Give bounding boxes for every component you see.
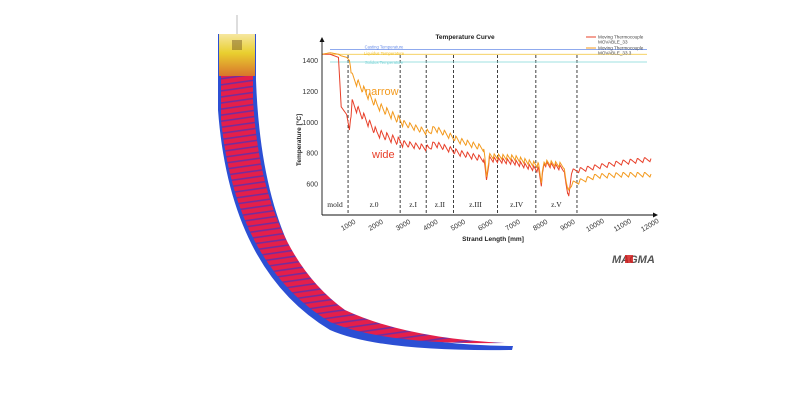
- x-tick-label: 5000: [450, 219, 467, 233]
- zone-label: z.II: [435, 200, 446, 209]
- y-tick-label: 1200: [302, 89, 318, 96]
- logo-text: MAGMA: [612, 254, 655, 266]
- series-annotation: wide: [371, 149, 395, 161]
- zone-group: mold z.0 z.I z.II z.III z.IV z.V: [327, 55, 578, 215]
- y-axis-arrow: [319, 37, 325, 42]
- x-tick-label: 8000: [532, 219, 549, 233]
- zone-label: z.IV: [510, 200, 524, 209]
- reference-line-label: Casting Temperature: [365, 45, 404, 50]
- series-group: [321, 52, 652, 197]
- y-tick-label: 1000: [302, 120, 318, 127]
- series-line: [321, 52, 652, 192]
- zone-label: z.III: [469, 200, 482, 209]
- x-axis-arrow: [653, 212, 658, 218]
- axes: [319, 37, 658, 218]
- chart-title: Temperature Curve: [435, 34, 495, 41]
- x-tick-label: 10000: [585, 218, 605, 234]
- x-tick-label: 9000: [560, 219, 577, 233]
- x-tick-label: 3000: [395, 219, 412, 233]
- strand-body: [221, 70, 505, 344]
- legend-label-id: MOVABLE_33: [598, 40, 628, 45]
- y-tick-label: 800: [306, 151, 318, 158]
- x-tick-label: 12000: [640, 218, 660, 234]
- x-tick-label: 4000: [422, 219, 439, 233]
- legend-label: Moving Thermocouple: [598, 35, 644, 40]
- y-axis-title: Temperature [°C]: [295, 114, 303, 166]
- zone-label: z.V: [551, 200, 562, 209]
- reference-line-label: Solidus Temperature: [365, 60, 404, 65]
- y-tick-label: 1400: [302, 58, 318, 65]
- legend-label: Moving Thermocouple: [598, 46, 644, 51]
- x-tick-label: 1000: [340, 219, 357, 233]
- legend-label-id: MOVABLE_33.3: [598, 51, 632, 56]
- magma-logo: MAGMA: [612, 254, 655, 266]
- x-tick-label: 11000: [613, 218, 633, 234]
- y-tick-label: 600: [306, 182, 318, 189]
- x-axis-title: Strand Length [mm]: [462, 236, 524, 243]
- series-annotation: narrow: [365, 86, 399, 98]
- x-tick-label: 6000: [477, 219, 494, 233]
- x-tick-label: 7000: [505, 219, 522, 233]
- series-line: [322, 53, 652, 197]
- x-tick-label: 2000: [368, 219, 385, 233]
- reference-line-label: Liquidus Temperature: [364, 51, 405, 56]
- series-annotations: wide narrow: [365, 86, 399, 161]
- zone-label: z.I: [409, 200, 417, 209]
- zone-label: mold: [327, 200, 343, 209]
- zone-label: z.0: [370, 200, 379, 209]
